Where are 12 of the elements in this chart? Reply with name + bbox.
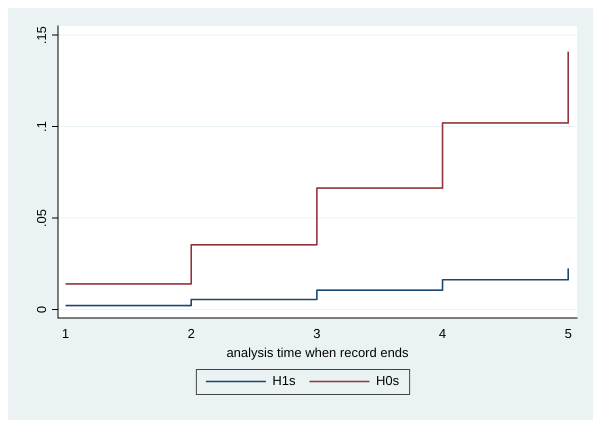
legend-label: H1s (272, 373, 296, 388)
y-tick-label: .1 (34, 121, 50, 132)
y-tick-label: 0 (34, 306, 50, 314)
y-tick-label: .05 (34, 209, 50, 228)
x-tick-label: 4 (438, 326, 446, 342)
x-tick-label: 3 (313, 326, 320, 342)
legend-label: H0s (376, 373, 400, 388)
x-tick-label: 2 (188, 326, 195, 342)
x-axis-title: analysis time when record ends (226, 344, 410, 360)
x-tick-label: 1 (62, 326, 70, 342)
y-tick-label: .15 (34, 26, 50, 44)
x-tick-label: 5 (564, 326, 572, 342)
